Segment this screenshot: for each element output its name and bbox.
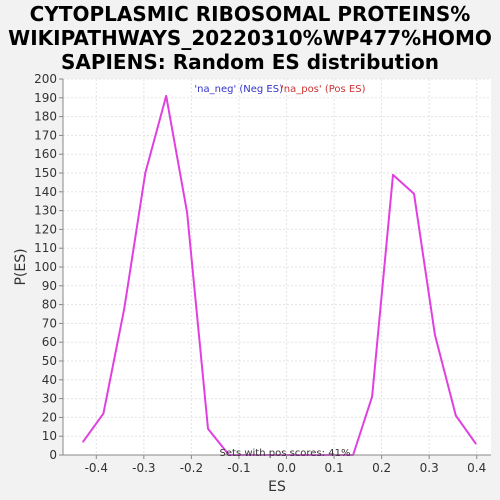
y-axis-label: P(ES) — [13, 248, 29, 285]
x-tick-label: 0.0 — [277, 461, 296, 475]
y-tick-label: 120 — [34, 222, 57, 236]
x-tick-label: -0.4 — [85, 461, 108, 475]
data-point — [371, 395, 373, 398]
x-axis-label: ES — [268, 479, 286, 495]
data-point — [144, 172, 147, 174]
y-tick-label: 20 — [42, 410, 57, 424]
chart-title: CYTOPLASMIC RIBOSOMAL PROTEINS%WIKIPATHW… — [8, 2, 492, 74]
y-tick-label: 160 — [34, 147, 57, 161]
y-tick-labels: 0 10 20 30 40 50 60 70 80 90 100 110 120 130 140 150 160… — [34, 72, 63, 462]
x-tick-label: -0.2 — [180, 461, 203, 475]
y-tick-label: 140 — [34, 185, 57, 199]
legend-entry-pos: 'na_pos' (Pos ES) — [281, 84, 366, 95]
y-tick-label: 70 — [42, 316, 57, 330]
x-tick-label: -0.3 — [132, 461, 155, 475]
y-tick-label: 80 — [42, 298, 57, 312]
chart-title-line: SAPIENS: Random ES distribution — [61, 50, 439, 74]
y-tick-label: 190 — [34, 91, 57, 105]
y-tick-label: 10 — [42, 429, 57, 443]
data-point — [455, 414, 457, 417]
x-tick-label: 0.3 — [420, 461, 439, 475]
x-tick-label: -0.1 — [227, 461, 250, 475]
x-tick-label: 0.2 — [372, 461, 391, 475]
data-point — [434, 333, 436, 336]
grid-lines — [63, 78, 491, 456]
legend: 'na_neg' (Neg ES) 'na_pos' (Pos ES) — [194, 84, 365, 95]
y-tick-label: 180 — [34, 110, 57, 124]
y-tick-label: 50 — [42, 354, 57, 368]
x-tick-labels: -0.4 -0.3 -0.2 -0.1 0.0 0.1 0.2 0.3 0.4 — [85, 455, 486, 475]
chart-title-line: WIKIPATHWAYS_20220310%WP477%HOMO — [8, 26, 492, 50]
y-tick-label: 130 — [34, 204, 57, 218]
data-point — [123, 307, 126, 310]
data-point — [474, 442, 477, 445]
y-tick-label: 170 — [34, 128, 57, 142]
data-point — [392, 174, 394, 176]
y-tick-label: 110 — [34, 241, 57, 255]
y-tick-label: 90 — [42, 279, 57, 293]
y-tick-label: 150 — [34, 166, 57, 180]
y-tick-label: 30 — [42, 392, 57, 406]
legend-entry-neg: 'na_neg' (Neg ES) — [194, 84, 283, 95]
pos-scores-annotation: Sets with pos scores: 41% — [220, 448, 351, 459]
x-tick-label: 0.4 — [467, 461, 486, 475]
x-tick-label: 0.1 — [325, 461, 344, 475]
data-point — [413, 192, 415, 195]
y-tick-label: 200 — [34, 72, 57, 86]
data-point — [102, 412, 105, 415]
data-point — [207, 427, 209, 430]
data-point — [82, 441, 84, 443]
y-tick-label: 100 — [34, 260, 57, 274]
chart-title-line: CYTOPLASMIC RIBOSOMAL PROTEINS% — [30, 2, 471, 26]
data-point — [186, 211, 188, 214]
y-tick-label: 60 — [42, 335, 57, 349]
data-point — [165, 95, 167, 97]
y-tick-label: 0 — [49, 448, 57, 462]
y-tick-label: 40 — [42, 373, 57, 387]
